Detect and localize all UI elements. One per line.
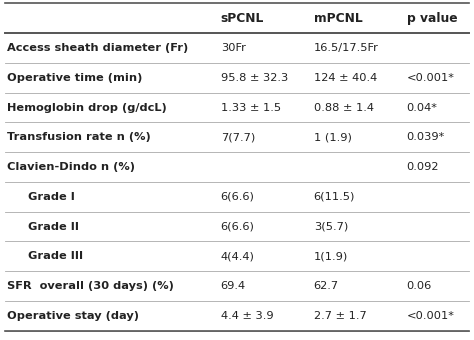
Text: Grade I: Grade I (28, 192, 75, 202)
Text: 95.8 ± 32.3: 95.8 ± 32.3 (221, 73, 288, 83)
Text: 0.88 ± 1.4: 0.88 ± 1.4 (314, 103, 374, 113)
Text: 16.5/17.5Fr: 16.5/17.5Fr (314, 43, 379, 53)
Text: Operative time (min): Operative time (min) (7, 73, 143, 83)
Text: SFR  overall (30 days) (%): SFR overall (30 days) (%) (7, 281, 174, 291)
Text: 69.4: 69.4 (221, 281, 246, 291)
Text: Grade II: Grade II (28, 222, 79, 232)
Text: 6(6.6): 6(6.6) (221, 192, 255, 202)
Text: Access sheath diameter (Fr): Access sheath diameter (Fr) (7, 43, 188, 53)
Text: 0.06: 0.06 (407, 281, 432, 291)
Text: 6(11.5): 6(11.5) (314, 192, 355, 202)
Text: 2.7 ± 1.7: 2.7 ± 1.7 (314, 311, 366, 321)
Text: 0.039*: 0.039* (407, 132, 445, 142)
Text: 1(1.9): 1(1.9) (314, 251, 348, 261)
Text: 30Fr: 30Fr (221, 43, 246, 53)
Text: <0.001*: <0.001* (407, 311, 455, 321)
Text: p value: p value (407, 12, 457, 25)
Text: <0.001*: <0.001* (407, 73, 455, 83)
Text: 4(4.4): 4(4.4) (221, 251, 255, 261)
Text: 62.7: 62.7 (314, 281, 339, 291)
Text: 124 ± 40.4: 124 ± 40.4 (314, 73, 377, 83)
Text: Clavien-Dindo n (%): Clavien-Dindo n (%) (7, 162, 135, 172)
Text: Hemoglobin drop (g/dcL): Hemoglobin drop (g/dcL) (7, 103, 167, 113)
Text: 0.04*: 0.04* (407, 103, 438, 113)
Text: 1 (1.9): 1 (1.9) (314, 132, 352, 142)
Text: 1.33 ± 1.5: 1.33 ± 1.5 (221, 103, 281, 113)
Text: Transfusion rate n (%): Transfusion rate n (%) (7, 132, 151, 142)
Text: sPCNL: sPCNL (221, 12, 264, 25)
Text: 0.092: 0.092 (407, 162, 439, 172)
Text: 7(7.7): 7(7.7) (221, 132, 255, 142)
Text: Operative stay (day): Operative stay (day) (7, 311, 139, 321)
Text: Grade III: Grade III (28, 251, 83, 261)
Text: 4.4 ± 3.9: 4.4 ± 3.9 (221, 311, 273, 321)
Text: 6(6.6): 6(6.6) (221, 222, 255, 232)
Text: 3(5.7): 3(5.7) (314, 222, 348, 232)
Text: mPCNL: mPCNL (314, 12, 363, 25)
